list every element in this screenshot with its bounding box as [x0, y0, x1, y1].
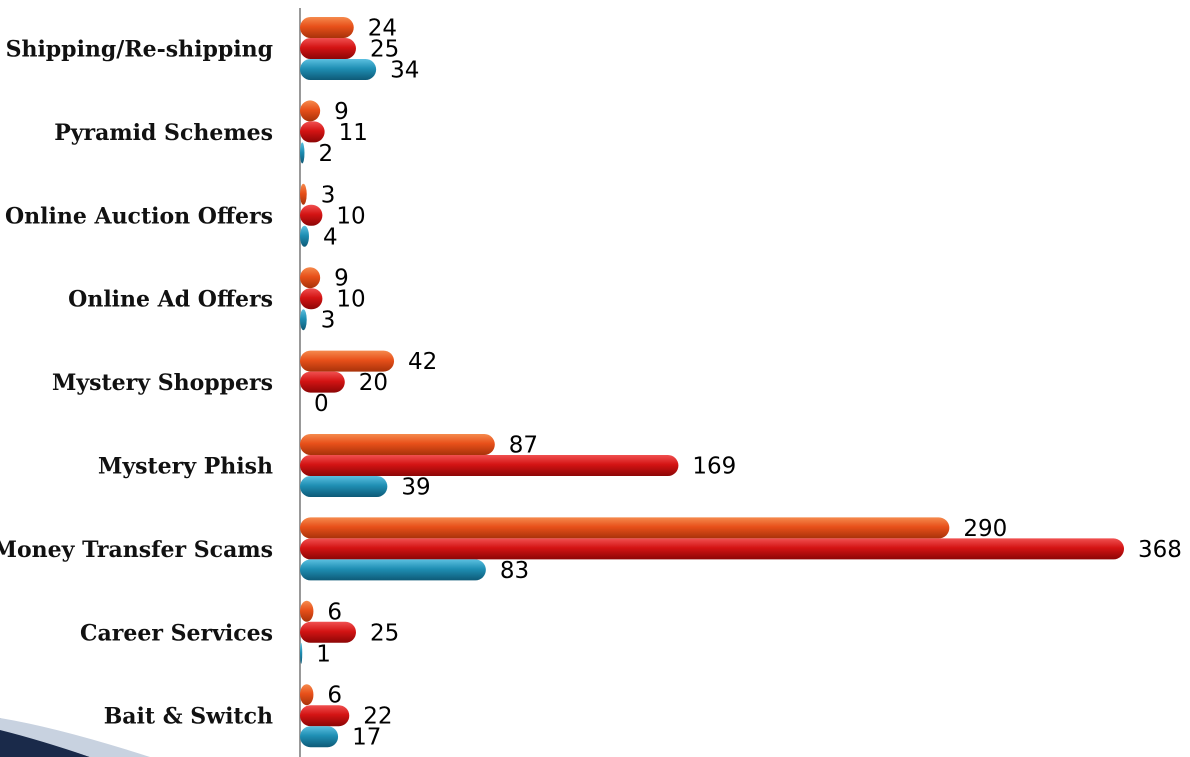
bar [300, 225, 309, 247]
data-label: 25 [370, 620, 399, 646]
category-label: Money Transfer Scams [0, 537, 273, 563]
category-label: Mystery Phish [98, 454, 273, 480]
bar [300, 100, 321, 122]
bar [300, 538, 1124, 560]
bar [300, 434, 495, 455]
data-label: 9 [334, 266, 349, 292]
category-label: Career Services [80, 620, 273, 646]
data-label: 17 [352, 725, 381, 751]
data-label: 4 [323, 224, 338, 250]
data-label: 3 [321, 308, 336, 334]
bar [300, 59, 377, 80]
data-label: 24 [368, 16, 397, 42]
data-label: 2 [318, 141, 333, 167]
data-label: 22 [363, 704, 392, 730]
category-label: Online Ad Offers [68, 287, 273, 313]
bar [300, 350, 395, 372]
data-label: 1 [316, 641, 331, 667]
category-label: Online Auction Offers [5, 203, 273, 229]
bar [300, 17, 354, 38]
data-label: 20 [359, 370, 388, 396]
bar [300, 600, 314, 622]
data-label: 83 [500, 558, 529, 584]
bar [300, 288, 323, 310]
category-label: Shipping/Re-shipping [6, 37, 273, 63]
bar [300, 142, 305, 164]
data-label: 11 [339, 120, 368, 146]
bar [300, 705, 350, 727]
bar [300, 684, 314, 706]
data-label: 34 [390, 58, 419, 84]
data-label: 3 [321, 182, 336, 208]
category-labels: Shipping/Re-shipping Pyramid Schemes Onlin… [0, 37, 273, 730]
data-label: 10 [336, 287, 365, 313]
bar [300, 455, 679, 476]
bar [300, 726, 339, 748]
data-label: 290 [963, 516, 1007, 542]
data-label: 9 [334, 99, 349, 125]
data-label: 368 [1138, 537, 1182, 563]
data-label: 169 [692, 454, 736, 480]
bar [300, 183, 307, 205]
bar [300, 517, 950, 539]
corner-swoosh [0, 718, 150, 757]
data-label: 6 [327, 683, 342, 709]
data-label: 39 [401, 475, 430, 501]
data-label: 6 [327, 599, 342, 625]
bar [300, 38, 356, 59]
bar [300, 371, 345, 393]
category-label: Bait & Switch [104, 704, 273, 730]
bar [300, 476, 388, 497]
data-label: 87 [509, 433, 538, 459]
data-label: 42 [408, 349, 437, 375]
bar [300, 621, 356, 643]
category-label: Mystery Shoppers [52, 370, 273, 396]
data-label: 0 [314, 391, 329, 417]
data-label: 25 [370, 37, 399, 63]
data-label: 10 [336, 203, 365, 229]
bar [300, 121, 325, 143]
bar [300, 309, 307, 331]
bar [300, 559, 486, 581]
bar [300, 267, 321, 289]
bar [300, 642, 303, 664]
bar [300, 204, 323, 226]
bar-series-group [300, 17, 1124, 748]
category-label: Pyramid Schemes [54, 120, 273, 146]
value-labels: 2425349112310491034220087169392903688362… [314, 16, 1182, 751]
